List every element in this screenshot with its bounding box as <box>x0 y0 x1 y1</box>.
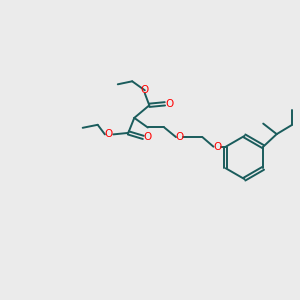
Text: O: O <box>143 132 152 142</box>
Text: O: O <box>176 132 184 142</box>
Text: O: O <box>141 85 149 95</box>
Text: O: O <box>165 99 173 109</box>
Text: O: O <box>213 142 221 152</box>
Text: O: O <box>104 129 112 140</box>
